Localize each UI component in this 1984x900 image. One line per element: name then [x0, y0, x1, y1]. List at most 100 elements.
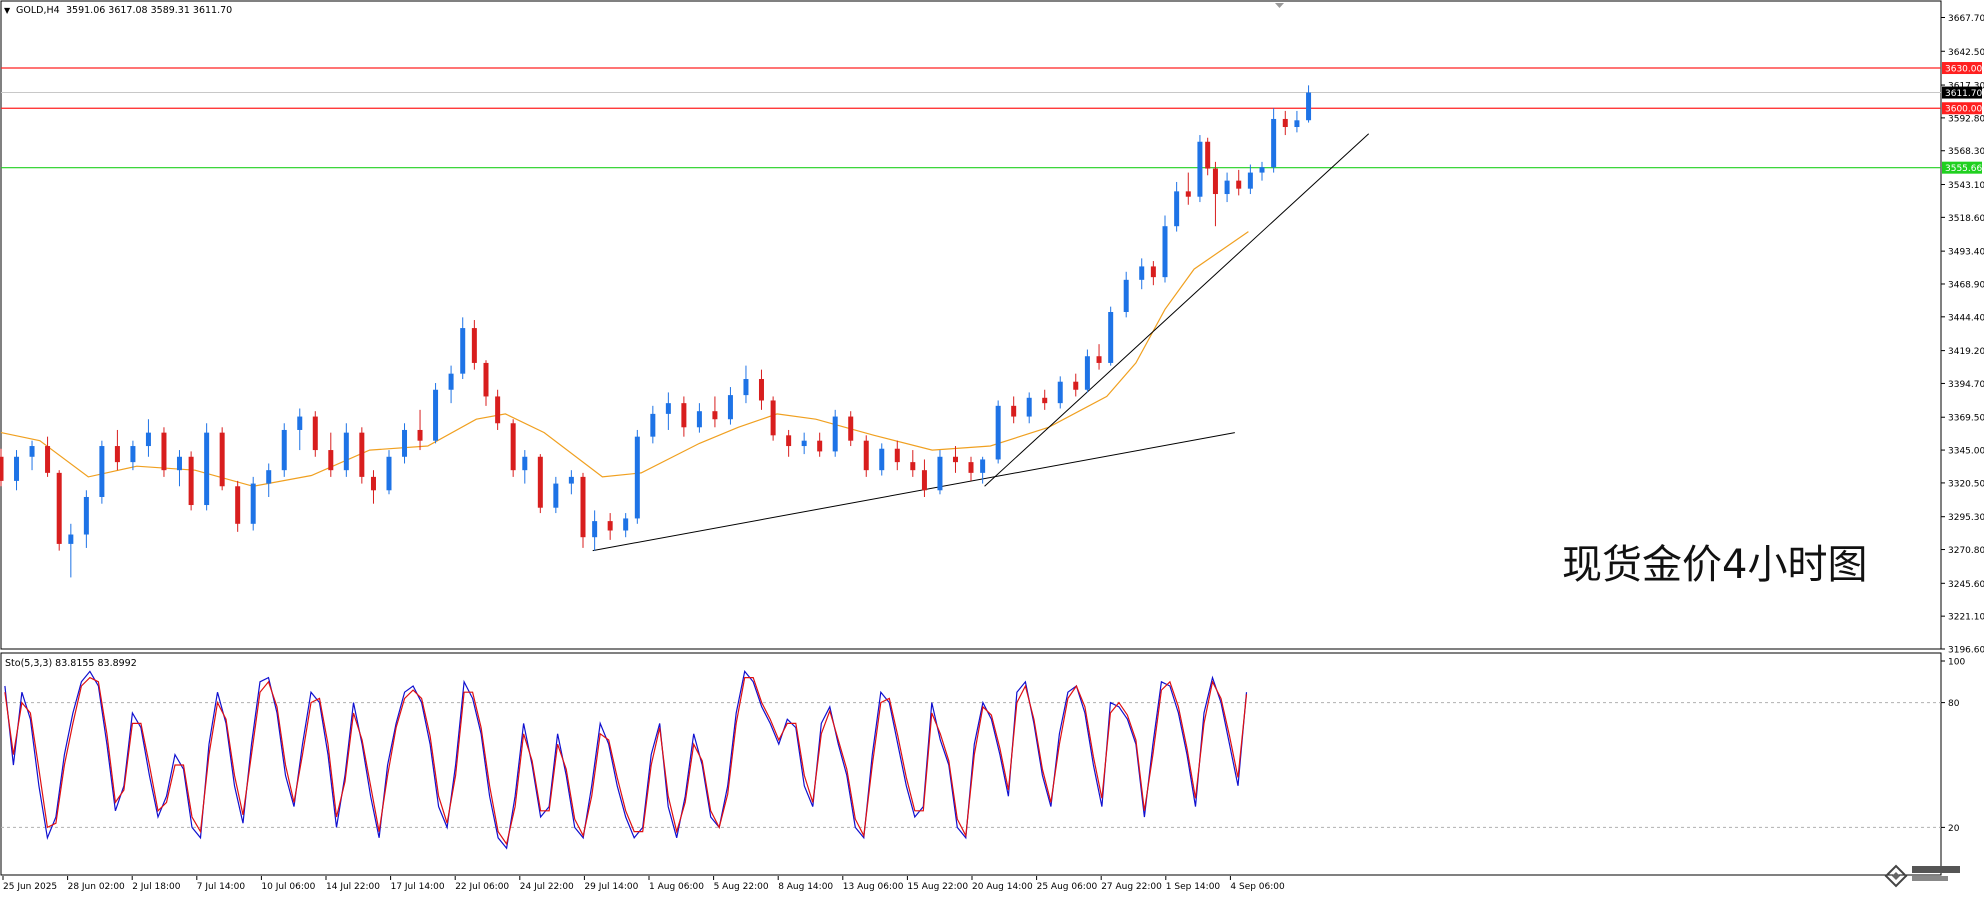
time-tick-label: 29 Jul 14:00 — [584, 882, 638, 892]
candle — [1185, 172, 1191, 205]
candle-body — [510, 423, 516, 471]
candle — [1236, 169, 1242, 196]
candle — [1084, 349, 1090, 393]
trendlines[interactable] — [592, 133, 1370, 552]
candle — [1282, 110, 1288, 136]
candle — [727, 387, 733, 425]
ohlc-values: 3591.06 3617.08 3589.31 3611.70 — [66, 5, 232, 16]
stoch-tick-label: 100 — [1948, 658, 1965, 668]
candle-body — [56, 472, 62, 544]
candle-body — [1057, 381, 1063, 404]
stoch-axis: 100 80 20 — [1941, 658, 1965, 834]
candle-body — [29, 446, 35, 457]
candle-body — [817, 440, 823, 452]
price-tick-label: 3419.20 — [1948, 347, 1984, 357]
candle — [297, 408, 303, 451]
candle-body — [623, 518, 629, 531]
candle — [522, 450, 528, 484]
candle-body — [433, 389, 439, 441]
price-tick-label: 3320.50 — [1948, 479, 1984, 489]
price-tick-label: 3642.50 — [1948, 48, 1984, 58]
candle-body — [312, 416, 318, 451]
candle — [402, 423, 408, 464]
price-tag-label: 3630.00 — [1945, 65, 1982, 75]
time-tick-label: 25 Aug 06:00 — [1037, 882, 1098, 892]
header-arrow-icon[interactable]: ▼ — [4, 6, 11, 15]
price-tick-label: 3592.80 — [1948, 114, 1984, 124]
candle — [786, 429, 792, 457]
candle-body — [1271, 118, 1277, 168]
price-tick-label: 3468.90 — [1948, 280, 1984, 290]
candle-body — [1259, 167, 1265, 173]
stoch-main-line — [4, 670, 1248, 850]
candle — [1150, 261, 1156, 286]
candle — [1247, 164, 1253, 195]
price-tag-box — [1942, 86, 1982, 99]
candle-body — [250, 483, 256, 524]
trendline-1[interactable] — [592, 432, 1235, 552]
candle-body — [1073, 381, 1079, 390]
candle-body — [460, 328, 466, 374]
candle — [879, 443, 885, 476]
moving-average — [0, 231, 1249, 487]
time-tick-label: 17 Jul 14:00 — [391, 882, 445, 892]
time-tick-label: 25 Jun 2025 — [3, 882, 57, 892]
candle — [250, 476, 256, 531]
candle-body — [910, 462, 916, 471]
chart-annotation: 现货金价4小时图 — [1562, 542, 1867, 588]
price-tick-label: 3493.40 — [1948, 248, 1984, 258]
candle — [921, 459, 927, 497]
candle-body — [952, 456, 958, 463]
candle-body — [45, 446, 51, 473]
candle-body — [68, 534, 74, 544]
candle — [1139, 258, 1145, 290]
time-tick-label: 1 Aug 06:00 — [649, 882, 704, 892]
candle-body — [1185, 191, 1191, 197]
candle-body — [99, 446, 105, 497]
candle-body — [995, 405, 1001, 460]
candle — [45, 436, 51, 477]
candle — [952, 446, 958, 473]
price-axis[interactable]: 3667.70 3642.50 3617.30 3592.80 3568.30 3543.… — [1941, 14, 1984, 656]
candle-body — [1197, 141, 1203, 197]
price-tick-label: 3270.80 — [1948, 546, 1984, 556]
price-tick-label: 3617.30 — [1948, 82, 1984, 92]
time-tick-label: 24 Jul 22:00 — [520, 882, 574, 892]
time-tick-label: 28 Jun 02:00 — [68, 882, 125, 892]
candle — [130, 440, 136, 471]
scroll-marker-icon[interactable] — [1275, 3, 1284, 8]
candle — [650, 405, 656, 444]
candle — [235, 480, 241, 532]
candle-body — [14, 456, 20, 481]
candle-body — [770, 400, 776, 436]
candle — [0, 448, 4, 487]
price-tick-label: 3543.10 — [1948, 181, 1984, 191]
candle-body — [495, 396, 501, 424]
stoch-tick-label: 20 — [1948, 824, 1960, 834]
candle-body — [297, 416, 303, 430]
candle-body — [553, 483, 559, 508]
candle — [801, 432, 807, 455]
candle-body — [1162, 226, 1168, 278]
candle-body — [522, 456, 528, 471]
price-tag-label: 3555.66 — [1945, 164, 1982, 174]
time-axis[interactable]: 25 Jun 2025 28 Jun 02:00 2 Jul 18:00 7 Jul … — [2, 876, 1285, 892]
time-tick-label: 27 Aug 22:00 — [1101, 882, 1162, 892]
candle-body — [359, 432, 365, 477]
candle — [592, 510, 598, 551]
candle-body — [114, 446, 120, 463]
candle-body — [980, 459, 986, 473]
candle — [495, 389, 501, 430]
candle-body — [592, 521, 598, 538]
candle — [188, 451, 194, 511]
candle-body — [83, 496, 89, 535]
trendline-2[interactable] — [984, 133, 1370, 487]
candle — [161, 427, 167, 477]
candle — [204, 423, 210, 511]
price-pane-frame — [0, 0, 1942, 650]
candle-body — [968, 462, 974, 473]
candle — [817, 432, 823, 457]
